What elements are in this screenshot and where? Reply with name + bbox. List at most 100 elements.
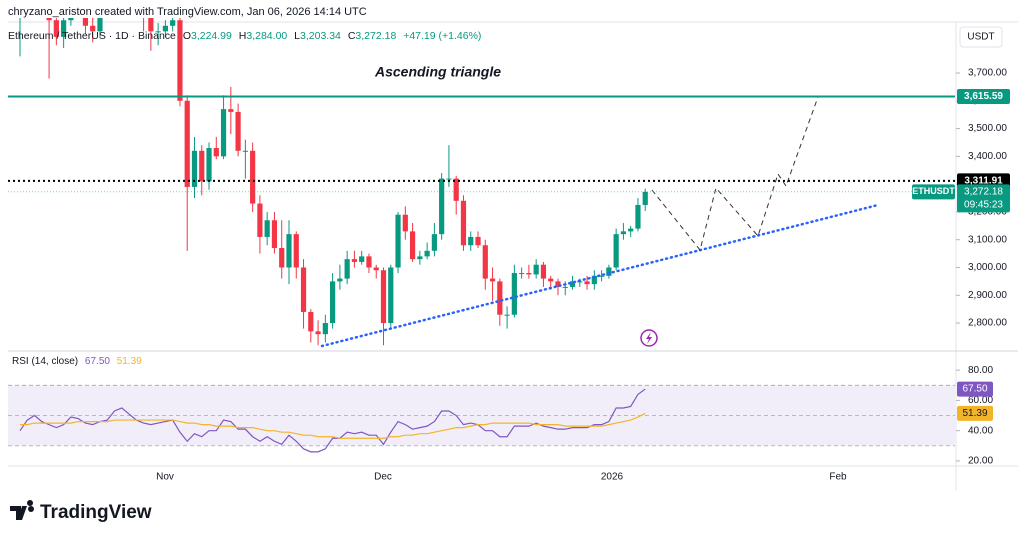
candle-body [250,150,256,204]
candle-body [482,245,488,279]
candle-body [337,278,343,282]
candle-body [533,264,539,275]
level-label: 3,311.91 [964,175,1003,186]
x-tick-label: Dec [374,472,392,483]
y-tick-label: 2,800.00 [968,318,1007,329]
candle-body [504,314,510,316]
candle-body [162,25,168,32]
candle-body [446,178,452,180]
countdown: 09:45:23 [964,200,1003,211]
candles [19,18,648,346]
candle-body [308,311,314,332]
last-price-box [957,184,1010,213]
ohlc-value: 3,272.18 [355,30,396,42]
candle-body [526,273,532,275]
candle-body [642,191,648,205]
candle-body [489,278,496,282]
candle-body [90,25,96,32]
ohlc-value: 3,203.34 [300,30,341,42]
candle-body [453,178,459,201]
candle-body [68,18,74,21]
brand: TradingView [40,502,152,523]
candle-body [460,200,467,246]
ohlc-key: O [183,30,191,42]
candle-body [351,259,358,262]
last-price-label: 3,272.18 [964,187,1003,198]
candle-body [424,250,430,257]
candle-body [511,273,517,315]
y-tick-label: 2,900.00 [968,290,1007,301]
candle-body [330,281,336,324]
candle-body [468,236,474,246]
candle-body [635,204,641,229]
ohlc-key: C [348,30,356,42]
candle-body [220,109,227,157]
ohlc-value: 3,284.00 [246,30,287,42]
candle-body [206,148,212,182]
candle-body [177,20,183,101]
candle-body [402,214,408,232]
candle-body [620,231,627,235]
candle-body [439,178,445,235]
y-tick-label: 3,500.00 [968,123,1007,134]
candle-body [242,150,248,152]
candle-body [373,267,379,271]
rsi-title: RSI (14, close) [12,356,78,367]
currency-box [959,26,1003,48]
candle-body [497,281,503,315]
candle-body [184,100,190,187]
candle-body [569,281,576,287]
candle-body [344,259,350,279]
candle-body [279,248,285,268]
candle-body [606,267,612,276]
candle-body [475,236,481,246]
symbol-title: Ethereum / TetherUS · 1D · Binance [8,30,176,42]
change: +47.19 (+1.46%) [403,30,481,42]
rsi-ma-value: 51.39 [117,356,142,367]
candle-body [584,281,590,285]
logo: TradingView [10,499,152,523]
candle-body [599,275,605,277]
alert-icon [640,329,658,347]
rsi-line [20,412,646,439]
symbol-label: ETHUSDT [912,186,955,196]
candle-body [366,256,372,268]
x-tick-label: Nov [156,472,174,483]
candle-body [170,20,176,26]
candle-body [235,111,241,151]
candle-body [286,234,292,268]
candle-body [148,18,154,32]
symbol-box [912,184,955,200]
candle-body [61,20,67,37]
legend: Ethereum / TetherUS · 1D · Binance O3,22… [8,30,481,42]
level-label: 3,615.59 [964,91,1003,102]
candle-body [271,220,278,249]
currency: USDT [967,32,994,43]
candle-body [388,267,394,324]
rsi-last-label: 51.39 [962,408,987,419]
candle-body [359,256,365,262]
projection [651,96,819,252]
y-tick-label: 80.00 [968,365,993,376]
candle-body [46,18,52,21]
candle-body [548,278,554,282]
candle-body [97,18,103,32]
y-tick-label: 60.00 [968,395,993,406]
candle-body [555,281,561,287]
rsi-value: 67.50 [85,356,110,367]
x-tick-label: 2026 [601,472,624,483]
candle-body [540,264,547,279]
candle-body [417,256,423,260]
candle-body [380,270,387,324]
candle-body [191,150,198,187]
annotation: Ascending triangle [374,64,501,80]
y-tick-label: 20.00 [968,456,993,467]
candle-body [155,31,161,33]
candle-body [213,148,219,157]
y-tick-label: 3,400.00 [968,151,1007,162]
candle-body [322,323,328,335]
candle-body [613,234,619,268]
ohlc-key: H [239,30,247,42]
